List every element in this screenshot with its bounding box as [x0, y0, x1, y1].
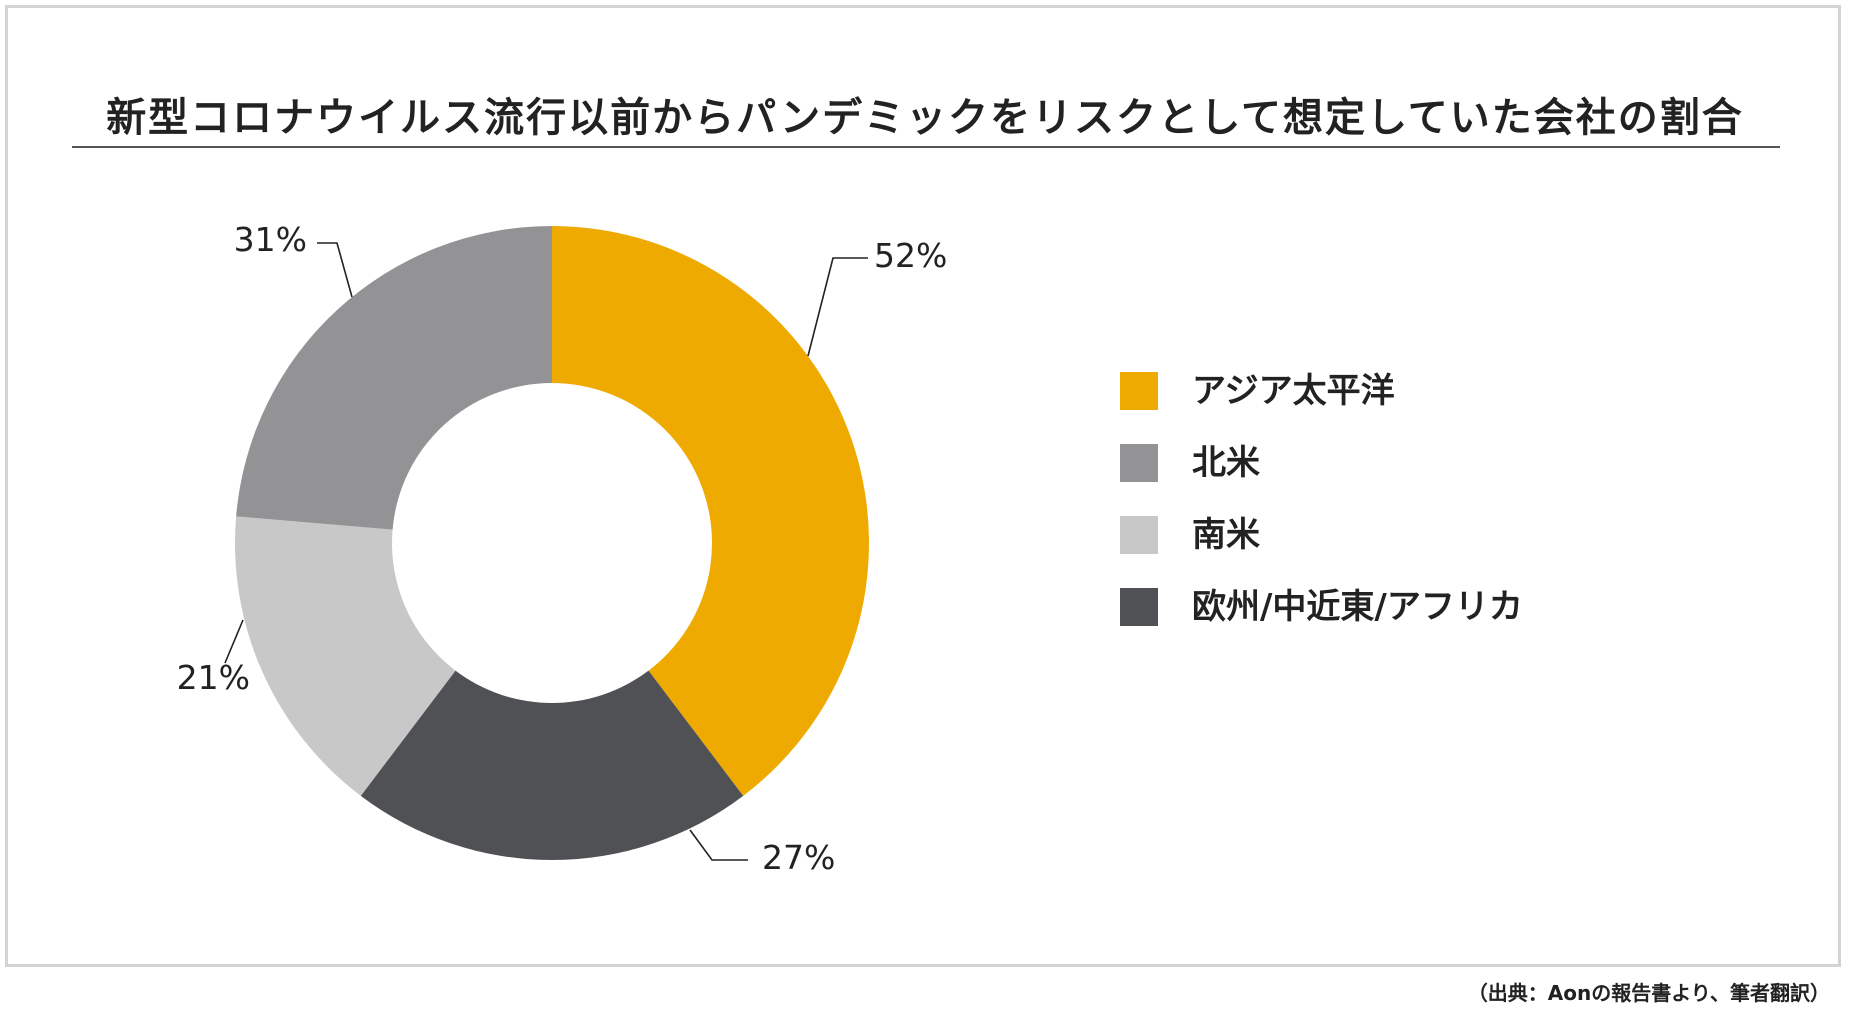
data-label-north-america: 31% — [234, 220, 307, 259]
slice-north-america — [236, 226, 552, 530]
legend-swatch — [1120, 516, 1158, 554]
leader-line-north-america — [317, 242, 353, 298]
legend-item-emea: 欧州/中近東/アフリカ — [1120, 588, 1523, 660]
legend-item-south-america: 南米 — [1120, 516, 1523, 588]
legend: アジア太平洋 北米南米欧州/中近東/アフリカ — [1120, 372, 1523, 660]
legend-item-asia-pacific: アジア太平洋 — [1120, 372, 1523, 444]
slice-south-america — [235, 516, 456, 796]
legend-label: 北米 — [1192, 443, 1260, 483]
legend-swatch — [1120, 372, 1158, 410]
chart-title: 新型コロナウイルス流行以前からパンデミックをリスクとして想定していた会社の割合 — [106, 95, 1744, 141]
source-note: （出典：Aonの報告書より、筆者翻訳） — [1467, 981, 1830, 1005]
legend-label: 欧州/中近東/アフリカ — [1192, 587, 1523, 627]
data-label-south-america: 21% — [177, 658, 250, 697]
leader-line-south-america — [224, 619, 244, 664]
legend-label: 南米 — [1192, 515, 1260, 555]
legend-item-north-america: 北米 — [1120, 444, 1523, 516]
leader-line-asia-pacific — [807, 257, 868, 357]
legend-swatch — [1120, 444, 1158, 482]
legend-label: アジア太平洋 — [1192, 371, 1395, 411]
data-label-emea: 27% — [762, 838, 835, 877]
slice-asia-pacific — [552, 226, 869, 796]
data-label-asia-pacific: 52% — [874, 236, 947, 275]
title-divider — [72, 146, 1780, 148]
slice-emea — [360, 670, 744, 861]
legend-swatch — [1120, 588, 1158, 626]
leader-line-emea — [689, 829, 748, 861]
